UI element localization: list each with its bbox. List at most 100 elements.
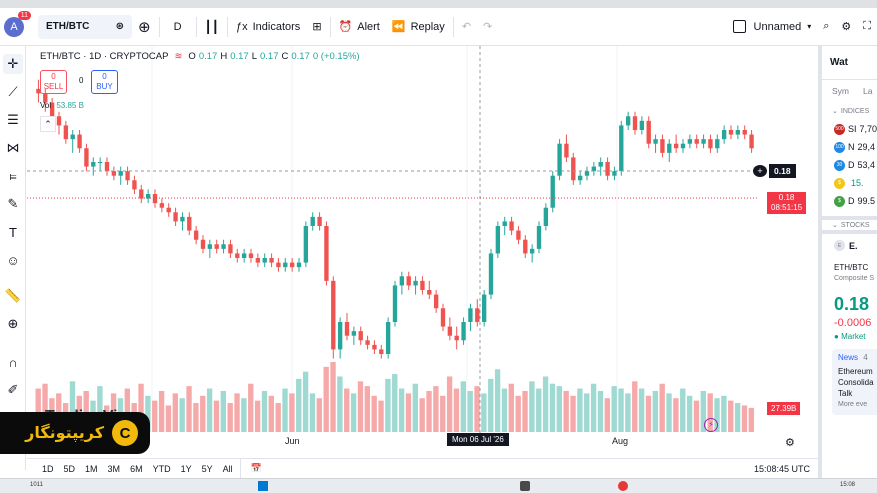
add-alert-plus-button[interactable]: + xyxy=(753,165,767,177)
text-icon: T xyxy=(9,224,17,240)
watchlist-title[interactable]: Wat xyxy=(822,46,877,80)
crosshair-tool[interactable]: ✛ xyxy=(3,54,23,74)
price-chart[interactable] xyxy=(27,46,818,458)
text-tool[interactable]: T xyxy=(3,222,23,242)
watchlist-last: 15. xyxy=(851,178,864,188)
volume-bar xyxy=(584,393,590,432)
volume-bar xyxy=(501,388,508,432)
candle-body xyxy=(598,162,603,167)
chart-pane[interactable]: ETH/BTC · 1D · CRYPTOCAP ≋ O 0.17 H 0.17 L… xyxy=(27,46,818,458)
settings-button[interactable]: ⚙ xyxy=(835,14,857,40)
candle-body xyxy=(461,322,466,341)
volume-bar xyxy=(680,388,686,432)
timeframe-1y[interactable]: 1Y xyxy=(180,463,192,474)
timeframe-all[interactable]: All xyxy=(222,463,233,474)
user-avatar[interactable]: A 11 xyxy=(4,10,31,37)
watchlist-row[interactable]: $15. xyxy=(822,174,877,192)
watchlist-row[interactable]: $ D 99.5 xyxy=(822,192,877,210)
volume-bar xyxy=(69,381,76,432)
taskbar-browser-icon[interactable] xyxy=(618,481,628,491)
candle-body xyxy=(468,308,473,322)
symbol-search-button[interactable]: ETH/BTC ⊛ xyxy=(38,14,132,39)
timeframe-6m[interactable]: 6M xyxy=(130,463,143,474)
fib-tool[interactable]: ☰ xyxy=(3,110,23,130)
undo-button[interactable]: ↶ xyxy=(456,14,477,40)
compare-symbol-button[interactable]: ⊕ xyxy=(132,14,157,40)
timeframe-ytd[interactable]: YTD xyxy=(152,463,171,474)
lock-drawings-tool[interactable]: ✐ xyxy=(3,380,23,400)
news-more[interactable]: More eve xyxy=(838,401,868,408)
volume-bar xyxy=(542,376,549,432)
quick-search-button[interactable]: ⌕ xyxy=(817,14,835,40)
volume-bar xyxy=(563,390,569,432)
volume-bar xyxy=(152,400,158,432)
lightning-icon[interactable]: ⚡ xyxy=(704,418,718,432)
start-button[interactable] xyxy=(258,481,268,491)
timeframe-5d[interactable]: 5D xyxy=(63,463,76,474)
templates-button[interactable]: ⊞ xyxy=(306,14,327,40)
candle-body xyxy=(454,335,459,341)
measure-tool[interactable]: 📏 xyxy=(3,286,23,306)
redo-button[interactable]: ↷ xyxy=(477,14,498,40)
candle-body xyxy=(310,216,315,226)
legend-symbol-title[interactable]: ETH/BTC · 1D · CRYPTOCAP xyxy=(40,51,169,62)
volume-bar xyxy=(344,388,350,432)
watchlist-row[interactable]: 100 N 29,4 xyxy=(822,138,877,156)
volume-bar xyxy=(97,386,103,432)
indices-section[interactable]: ⌄ INDICES xyxy=(822,102,877,120)
candle-body xyxy=(646,120,651,144)
fullscreen-button[interactable]: ⛶ xyxy=(857,14,877,40)
symbol-info-icon[interactable]: ⊛ xyxy=(115,21,124,32)
alert-button[interactable]: ⏰ Alert xyxy=(333,14,386,40)
indices-section-label: INDICES xyxy=(840,107,870,115)
date-range-button[interactable]: 📅 xyxy=(243,463,270,474)
chart-settings-button[interactable]: ⚙ xyxy=(785,436,795,449)
layout-button[interactable]: Unnamed ▾ xyxy=(727,14,818,40)
buy-button[interactable]: 0 BUY xyxy=(91,70,118,94)
candle-body xyxy=(118,171,123,176)
candle-body xyxy=(152,194,158,204)
collapse-legend-button[interactable]: ⌃ xyxy=(40,116,56,132)
legend-open-label: O xyxy=(188,51,196,62)
candle-body xyxy=(502,221,507,226)
replay-button[interactable]: ⏪ Replay xyxy=(386,14,451,40)
volume-bar xyxy=(309,393,316,432)
chevron-up-icon: ⌃ xyxy=(44,119,52,129)
watchlist-symbol: D xyxy=(848,196,855,206)
timeframe-5y[interactable]: 5Y xyxy=(201,463,213,474)
pattern-tool[interactable]: ⋈ xyxy=(3,138,23,158)
col-last[interactable]: La xyxy=(863,86,873,96)
legend-low-value: 0.17 xyxy=(259,51,279,62)
trend-line-tool[interactable]: ⟋ xyxy=(3,82,23,102)
magnet-tool[interactable]: ∩ xyxy=(3,352,23,372)
chevron-down-icon: ⌄ xyxy=(832,108,838,115)
crosshair-icon: ✛ xyxy=(7,56,19,71)
forecast-tool[interactable]: ⫢ xyxy=(3,166,23,186)
timeframe-3m[interactable]: 3M xyxy=(107,463,121,474)
candle-body xyxy=(344,322,350,336)
layout-name: Unnamed xyxy=(753,20,802,33)
brush-tool[interactable]: ✎ xyxy=(3,194,23,214)
interval-button[interactable]: D xyxy=(162,14,194,40)
volume-bar xyxy=(515,395,521,432)
volume-bar xyxy=(440,395,446,432)
taskbar-app-icon[interactable] xyxy=(520,481,530,491)
icon-tool[interactable]: ☺ xyxy=(3,250,23,270)
sell-button[interactable]: 0 SELL xyxy=(40,70,67,94)
candle-type-button[interactable]: ┃┃ xyxy=(199,14,225,40)
candle-body xyxy=(632,116,638,130)
zoom-tool[interactable]: ⊕ xyxy=(3,314,23,334)
detail-symbol[interactable]: E. xyxy=(849,240,858,251)
timeframe-1m[interactable]: 1M xyxy=(85,463,98,474)
indicators-icon: ƒx xyxy=(235,20,248,33)
stocks-section[interactable]: ⌄ STOCKS xyxy=(822,216,877,230)
timeframe-1d[interactable]: 1D xyxy=(42,463,54,474)
indicators-button[interactable]: ƒx Indicators xyxy=(230,14,306,40)
col-symbol[interactable]: Sym xyxy=(832,86,849,96)
news-card[interactable]: News 4 Ethereum Consolida Talk More eve xyxy=(832,349,877,415)
news-line-2: Consolida xyxy=(838,378,874,387)
smiley-icon: ☺ xyxy=(6,252,20,268)
utc-clock[interactable]: 15:08:45 UTC xyxy=(753,463,810,474)
watchlist-row[interactable]: 30 D 53,4 xyxy=(822,156,877,174)
watchlist-row[interactable]: 500 SI 7,70 xyxy=(822,120,877,138)
